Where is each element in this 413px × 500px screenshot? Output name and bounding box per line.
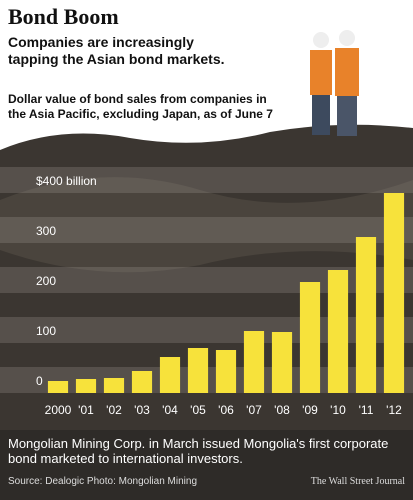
x-tick-label: '02 (106, 403, 122, 417)
bar (103, 378, 125, 393)
x-tick-label: '08 (274, 403, 290, 417)
bar (159, 357, 181, 393)
x-tick-label: '11 (359, 403, 374, 417)
y-tick-label: 300 (36, 224, 56, 238)
y-tick-label: 0 (36, 374, 43, 388)
y-tick-label: 200 (36, 274, 56, 288)
bar (383, 193, 405, 393)
x-tick-label: 2000 (45, 403, 72, 417)
caption: Mongolian Mining Corp. in March issued M… (8, 436, 389, 466)
bar (243, 331, 265, 393)
bar (75, 379, 97, 393)
bar (299, 282, 321, 393)
x-tick-label: '06 (218, 403, 234, 417)
chart-title: Bond Boom (8, 4, 119, 29)
photo-workers (310, 30, 359, 136)
x-tick-label: '01 (78, 403, 94, 417)
photo-texture (0, 177, 413, 273)
grid-band (0, 317, 413, 343)
source: Source: Dealogic Photo: Mongolian Mining (8, 476, 197, 487)
x-tick-label: '04 (162, 403, 178, 417)
grid-band (0, 217, 413, 243)
bar (131, 371, 153, 393)
grid-band (0, 267, 413, 293)
publisher: The Wall Street Journal (310, 476, 405, 487)
x-tick-label: '03 (134, 403, 150, 417)
bar (355, 237, 377, 393)
bar (327, 270, 349, 393)
x-tick-label: '09 (302, 403, 318, 417)
x-tick-label: '05 (190, 403, 206, 417)
y-tick-label: $400 billion (36, 174, 97, 188)
x-tick-label: '12 (386, 403, 402, 417)
grid-band (0, 167, 413, 193)
x-tick-label: '07 (246, 403, 262, 417)
chart-subtitle: Companies are increasingly tapping the A… (8, 34, 225, 67)
bar (47, 381, 69, 393)
bar (271, 332, 293, 393)
bar (187, 348, 209, 393)
chart-description: Dollar value of bond sales from companie… (8, 92, 273, 121)
bar (215, 350, 237, 393)
y-tick-label: 100 (36, 324, 56, 338)
x-tick-label: '10 (330, 403, 346, 417)
